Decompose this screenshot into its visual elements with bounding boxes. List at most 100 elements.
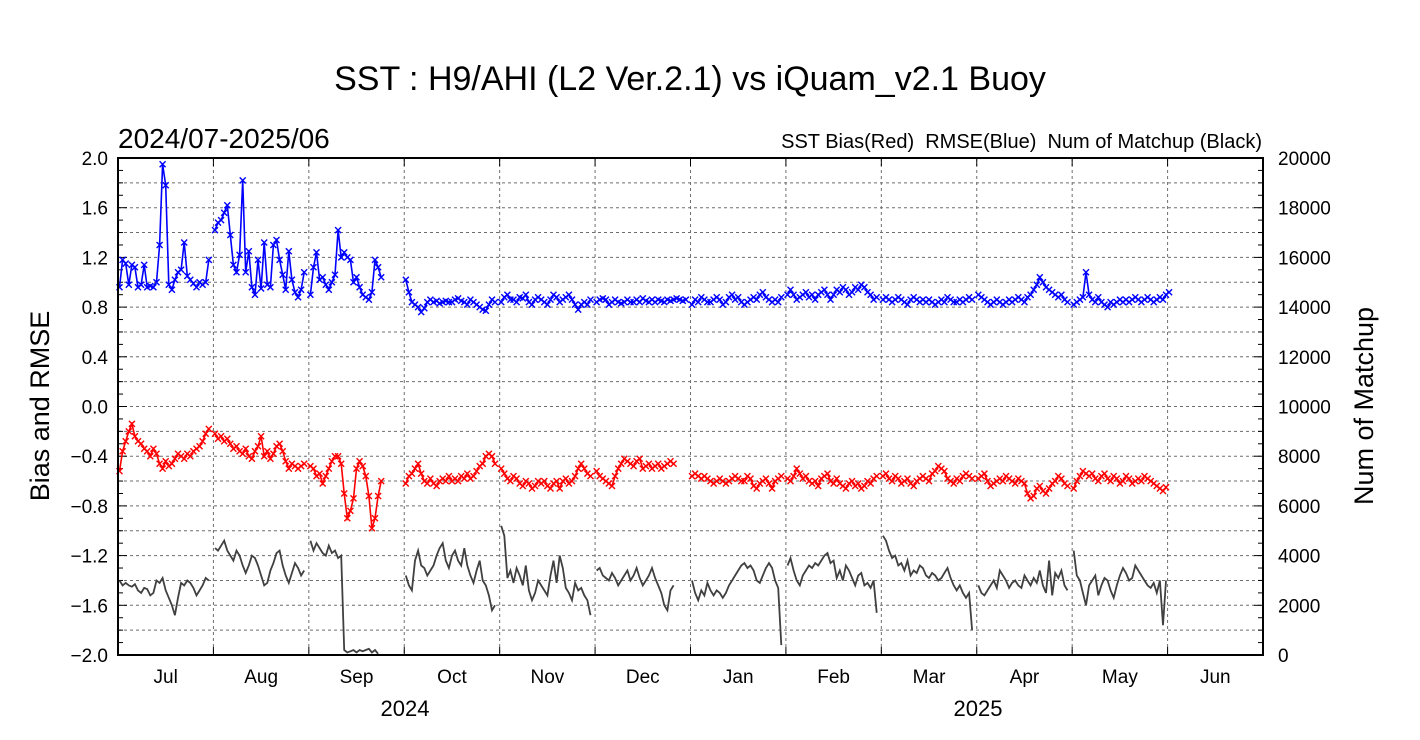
bias-point: [251, 447, 259, 455]
rmse-point: [722, 298, 730, 306]
bias-point: [254, 442, 262, 450]
bias-point: [402, 480, 410, 487]
rmse-point: [205, 256, 213, 264]
rmse-point: [137, 281, 145, 289]
bias-point: [266, 455, 274, 463]
bias-point: [1076, 472, 1084, 480]
bias-point: [1057, 475, 1065, 483]
matchup-line: [882, 535, 973, 631]
rmse-point: [229, 261, 237, 269]
rmse-point: [239, 176, 247, 184]
month-label-apr: Apr: [1010, 667, 1040, 688]
rmse-point: [716, 296, 724, 304]
bias-point: [645, 460, 653, 468]
bias-point: [285, 465, 293, 473]
rmse-point: [260, 239, 268, 246]
rmse-point: [1027, 291, 1035, 299]
bias-point: [239, 450, 247, 458]
rmse-point: [904, 301, 911, 309]
bias-point: [426, 475, 434, 483]
rmse-point: [331, 271, 339, 279]
bias-point: [276, 440, 284, 448]
matchup-line: [118, 575, 210, 616]
rmse-point: [1030, 286, 1038, 294]
rmse-point: [528, 301, 536, 309]
rmse-point: [365, 296, 373, 304]
y-tick-label: −0.8: [70, 497, 108, 518]
bias-point: [611, 472, 619, 480]
y2-axis-label: Num of Matchup: [1349, 307, 1379, 505]
rmse-point: [273, 236, 280, 244]
bias-point: [226, 440, 234, 448]
rmse-point: [356, 283, 364, 291]
bias-point: [328, 457, 336, 465]
bias-point: [593, 467, 601, 475]
bias-point: [433, 482, 441, 490]
bias-point: [513, 475, 521, 483]
rmse-point: [251, 291, 259, 299]
bias-point: [423, 480, 431, 487]
rmse-point: [414, 303, 422, 311]
rmse-point: [1094, 293, 1102, 301]
bias-line: [309, 455, 382, 529]
rmse-point: [168, 286, 176, 294]
bias-point: [1073, 477, 1081, 485]
bias-point: [867, 480, 875, 487]
bias-point: [587, 472, 594, 480]
bias-point: [365, 492, 373, 500]
y2-tick-labels: 2000018000160001400012000100008000600040…: [1278, 149, 1331, 667]
rmse-point: [276, 256, 284, 264]
rmse-point: [482, 307, 490, 315]
rmse-point: [1033, 281, 1041, 289]
rmse-point: [180, 239, 188, 246]
series-layer: [116, 160, 1173, 655]
rmse-point: [759, 288, 767, 296]
bias-point: [359, 462, 367, 470]
rmse-point: [131, 263, 139, 271]
bias-point: [833, 475, 841, 483]
bias-point: [319, 480, 327, 487]
bias-point: [1094, 477, 1102, 485]
bias-point: [854, 480, 862, 487]
rmse-point: [583, 301, 591, 309]
rmse-point: [266, 283, 274, 291]
matchup-series: [118, 525, 1167, 655]
bias-point: [888, 477, 896, 485]
rmse-point: [377, 273, 385, 281]
plot-frame: [117, 157, 1264, 656]
bias-point: [931, 467, 939, 475]
bias-point: [374, 492, 382, 500]
month-label-jul: Jul: [154, 667, 178, 688]
bias-point: [300, 460, 308, 468]
bias-point: [574, 465, 582, 473]
y-tick-labels: 2.0 1.6 1.2 0.8 0.4 0.0 −0.4 −0.8 −1.2 −1.6 −2.0: [70, 149, 108, 667]
bias-point: [768, 485, 776, 492]
month-label-feb: Feb: [817, 667, 850, 688]
bias-point: [630, 462, 638, 470]
bias-point: [202, 430, 210, 438]
rmse-point: [402, 276, 410, 284]
y-tick-label: 0.8: [82, 298, 108, 319]
rmse-point: [223, 201, 231, 209]
bias-point: [260, 452, 268, 460]
bias-point: [162, 457, 170, 465]
rmse-point: [257, 285, 265, 292]
rmse-point: [1036, 273, 1044, 281]
bias-point: [568, 477, 576, 485]
rmse-point: [463, 301, 471, 309]
x-tick-labels: Jul Aug Sep Oct Nov Dec Jan Feb Mar Apr May Jun: [154, 667, 1231, 688]
y-tick-label: −0.4: [70, 447, 108, 468]
bias-point: [479, 460, 487, 468]
chart-period: 2024/07-2025/06: [118, 123, 330, 154]
bias-point: [310, 465, 317, 473]
rmse-point: [734, 293, 742, 301]
rmse-point: [371, 256, 379, 264]
bias-point: [233, 442, 240, 450]
bias-point: [1042, 490, 1050, 497]
rmse-point: [547, 296, 554, 304]
y2-tick-label: 14000: [1278, 298, 1331, 319]
y2-tick-label: 4000: [1278, 547, 1320, 568]
bias-point: [980, 470, 988, 478]
bias-point: [149, 445, 157, 453]
bias-point: [1030, 492, 1038, 500]
